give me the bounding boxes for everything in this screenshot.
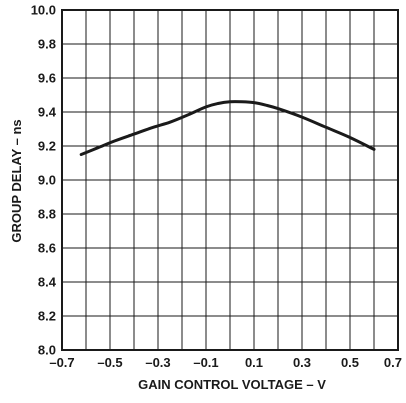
grid bbox=[62, 10, 398, 350]
y-tick-label: 8.2 bbox=[38, 309, 56, 324]
y-tick-label: 9.8 bbox=[38, 37, 56, 52]
x-tick-label: –0.1 bbox=[193, 355, 218, 370]
group-delay-curve bbox=[79, 100, 376, 156]
y-tick-label: 9.0 bbox=[38, 173, 56, 188]
x-tick-label: 0.3 bbox=[293, 355, 311, 370]
series-layer bbox=[79, 100, 376, 156]
y-tick-label: 10.0 bbox=[31, 3, 56, 18]
y-tick-label: 9.4 bbox=[38, 105, 57, 120]
x-tick-label: 0.1 bbox=[245, 355, 263, 370]
y-tick-label: 9.2 bbox=[38, 139, 56, 154]
y-tick-label: 8.8 bbox=[38, 207, 56, 222]
y-tick-labels: 8.0 8.2 8.4 8.6 8.8 9.0 9.2 9.4 9.6 9.8 10.0 bbox=[31, 3, 57, 358]
y-tick-label: 9.6 bbox=[38, 71, 56, 86]
y-tick-label: 8.0 bbox=[38, 343, 56, 358]
x-tick-label: –0.5 bbox=[97, 355, 122, 370]
y-axis-label: GROUP DELAY – ns bbox=[9, 119, 24, 242]
x-tick-labels: –0.7 –0.5 –0.3 –0.1 0.1 0.3 0.5 0.7 bbox=[49, 355, 402, 370]
plot-border bbox=[61, 9, 399, 351]
y-tick-label: 8.6 bbox=[38, 241, 56, 256]
x-axis-label: GAIN CONTROL VOLTAGE – V bbox=[138, 377, 326, 392]
x-tick-label: –0.7 bbox=[49, 355, 74, 370]
x-tick-label: –0.3 bbox=[145, 355, 170, 370]
y-tick-label: 8.4 bbox=[38, 275, 57, 290]
x-tick-label: 0.7 bbox=[384, 355, 402, 370]
x-tick-label: 0.5 bbox=[341, 355, 359, 370]
plot-frame bbox=[61, 9, 399, 351]
